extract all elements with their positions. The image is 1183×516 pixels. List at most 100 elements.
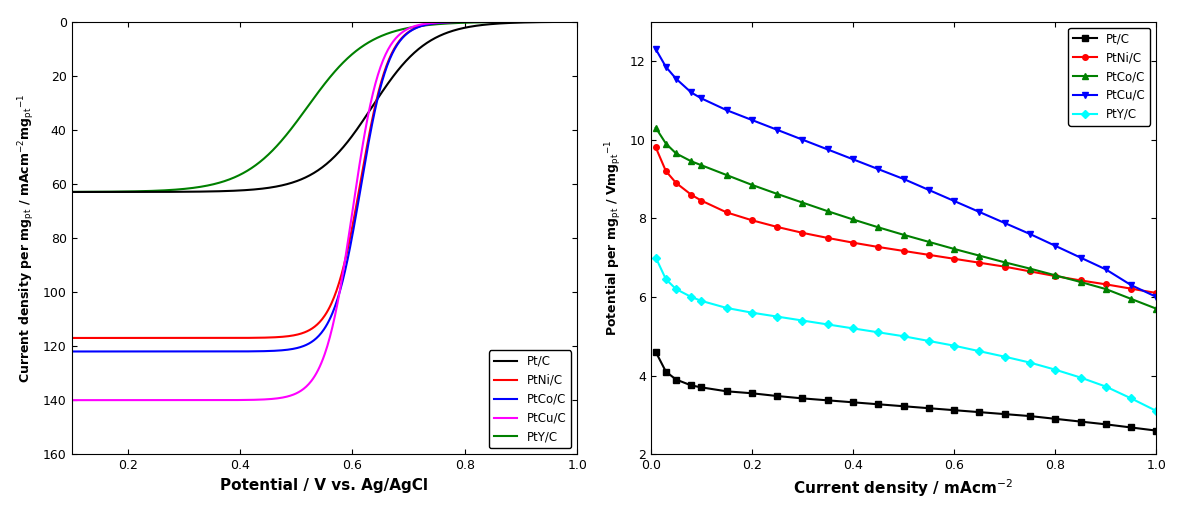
PtNi/C (972, 260, 987, 266)
PtCu/C (1099, 266, 1113, 272)
PtCu/C (668, 75, 683, 82)
Pt/C (922, 405, 936, 411)
PtCu/C (846, 156, 860, 163)
Line: PtCu/C: PtCu/C (653, 46, 1159, 300)
PtCu/C (795, 137, 809, 143)
PtY/C (922, 338, 936, 344)
PtCu/C (1073, 254, 1087, 261)
PtCo/C (871, 224, 885, 231)
Legend: Pt/C, PtNi/C, PtCo/C, PtCu/C, PtY/C: Pt/C, PtNi/C, PtCo/C, PtCu/C, PtY/C (1068, 27, 1151, 125)
Line: Pt/C: Pt/C (653, 349, 1159, 433)
PtCo/C (1124, 296, 1138, 302)
PtCo/C (659, 140, 673, 147)
PtNi/C (821, 235, 835, 241)
Pt/C (897, 403, 911, 409)
PtNi/C (1073, 277, 1087, 283)
Pt/C (1073, 418, 1087, 425)
PtNi/C (1099, 281, 1113, 287)
PtY/C (770, 314, 784, 320)
Pt/C (1150, 428, 1164, 434)
PtCu/C (745, 117, 759, 123)
PtY/C (1048, 366, 1062, 373)
Pt/C (846, 399, 860, 406)
PtY/C (897, 333, 911, 340)
PtNi/C (846, 239, 860, 246)
Pt/C (795, 395, 809, 401)
PtNi/C (1023, 268, 1037, 275)
PtY/C (821, 321, 835, 328)
PtCu/C (997, 220, 1011, 226)
PtY/C (795, 317, 809, 324)
PtCo/C (1073, 279, 1087, 285)
PtCu/C (948, 198, 962, 204)
Line: PtY/C: PtY/C (653, 255, 1159, 414)
Line: PtCo/C: PtCo/C (653, 125, 1159, 312)
PtCo/C (821, 208, 835, 214)
Pt/C (972, 409, 987, 415)
PtCo/C (948, 246, 962, 252)
PtCo/C (1023, 266, 1037, 272)
PtY/C (1023, 360, 1037, 366)
PtY/C (1150, 408, 1164, 414)
PtNi/C (871, 244, 885, 250)
Pt/C (1023, 413, 1037, 419)
PtCu/C (770, 127, 784, 133)
PtNi/C (770, 224, 784, 230)
PtY/C (997, 353, 1011, 360)
PtCo/C (795, 200, 809, 206)
PtY/C (668, 286, 683, 292)
PtCu/C (871, 166, 885, 172)
PtNi/C (684, 191, 698, 198)
PtCu/C (719, 107, 733, 113)
Pt/C (1099, 421, 1113, 427)
Pt/C (684, 382, 698, 389)
PtY/C (1124, 395, 1138, 401)
PtNi/C (897, 248, 911, 254)
Pt/C (745, 390, 759, 396)
Pt/C (1124, 424, 1138, 430)
PtCo/C (719, 172, 733, 178)
Pt/C (948, 407, 962, 413)
PtNi/C (694, 198, 709, 204)
PtY/C (948, 343, 962, 349)
X-axis label: Potential / V vs. Ag/AgCl: Potential / V vs. Ag/AgCl (220, 478, 428, 493)
PtCu/C (694, 95, 709, 102)
Pt/C (719, 388, 733, 394)
Pt/C (694, 384, 709, 391)
PtCo/C (846, 216, 860, 222)
PtCo/C (997, 259, 1011, 265)
PtNi/C (922, 252, 936, 258)
PtCo/C (694, 162, 709, 168)
PtCu/C (821, 147, 835, 153)
PtCu/C (1124, 282, 1138, 288)
PtCo/C (1048, 272, 1062, 279)
Pt/C (1048, 416, 1062, 422)
PtCu/C (684, 89, 698, 95)
PtNi/C (997, 264, 1011, 270)
PtCu/C (648, 46, 662, 52)
PtCo/C (668, 150, 683, 156)
Pt/C (997, 411, 1011, 417)
PtNi/C (1048, 273, 1062, 279)
X-axis label: Current density / mAcm$^{-2}$: Current density / mAcm$^{-2}$ (794, 478, 1014, 499)
PtY/C (1073, 375, 1087, 381)
PtCo/C (770, 191, 784, 197)
PtNi/C (659, 168, 673, 174)
PtY/C (684, 294, 698, 300)
PtNi/C (719, 209, 733, 216)
Line: PtNi/C: PtNi/C (653, 144, 1159, 296)
Pt/C (648, 349, 662, 355)
PtY/C (648, 254, 662, 261)
PtCu/C (1023, 231, 1037, 237)
PtY/C (719, 305, 733, 311)
PtCo/C (922, 239, 936, 245)
PtCu/C (922, 187, 936, 193)
PtCu/C (1150, 294, 1164, 300)
PtCu/C (972, 209, 987, 215)
Pt/C (668, 376, 683, 382)
PtCu/C (659, 64, 673, 70)
PtCo/C (1150, 305, 1164, 312)
PtY/C (694, 298, 709, 304)
PtNi/C (648, 144, 662, 151)
PtY/C (659, 276, 673, 282)
